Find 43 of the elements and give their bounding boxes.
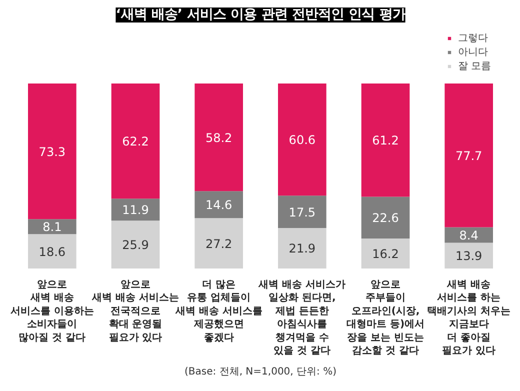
data-label: 62.2 xyxy=(122,134,149,149)
data-label: 13.9 xyxy=(455,249,482,264)
data-label: 61.2 xyxy=(372,134,399,148)
data-label: 73.3 xyxy=(38,144,66,159)
data-label: 11.9 xyxy=(122,203,149,218)
data-label: 27.2 xyxy=(205,236,232,251)
bar xyxy=(444,227,493,243)
x-tick-label: 앞으로 주부들이 오프라인(시장, 대형마트 등)에서 장을 보는 빈도는 감소할 것 같다 xyxy=(346,280,425,356)
chart-title: ‘새벽 배송’ 서비스 이용 관련 전반적인 인식 평가 xyxy=(116,8,406,22)
legend-label: 잘 모름 xyxy=(458,60,492,73)
bar xyxy=(194,218,243,268)
bar xyxy=(361,238,410,268)
bar xyxy=(361,84,410,197)
x-tick-label: 새벽 배송 서비스를 하는 택배기사의 처우는 지금보다 더 좋아질 필요가 있다 xyxy=(427,280,511,356)
data-label: 18.6 xyxy=(38,244,66,259)
data-label: 25.9 xyxy=(122,238,149,252)
legend-label: 아니다 xyxy=(458,46,489,59)
data-label: 60.6 xyxy=(288,133,316,148)
bar xyxy=(444,84,493,228)
legend-label: 그렇다 xyxy=(458,32,489,45)
bar xyxy=(111,198,160,221)
bar xyxy=(444,242,493,268)
data-label: 21.9 xyxy=(288,242,316,256)
data-label: 22.6 xyxy=(372,211,399,226)
data-label: 16.2 xyxy=(372,247,399,262)
bar xyxy=(361,196,410,239)
bar xyxy=(194,84,243,192)
bar xyxy=(278,228,326,268)
text: (Base: 전체, N=1,000, 단위: %) xyxy=(184,366,337,378)
bar xyxy=(28,84,76,220)
bar xyxy=(28,234,76,268)
data-label: 77.7 xyxy=(455,148,482,163)
bar xyxy=(28,219,76,234)
bar xyxy=(111,84,160,199)
bar xyxy=(278,84,326,196)
data-label: 8.1 xyxy=(42,220,62,234)
data-label: 14.6 xyxy=(205,198,232,212)
bar xyxy=(194,191,243,218)
data-label: 58.2 xyxy=(205,130,232,145)
bar xyxy=(278,196,326,228)
data-label: 8.4 xyxy=(459,228,478,243)
data-label: 17.5 xyxy=(288,205,316,220)
bar xyxy=(111,220,160,268)
